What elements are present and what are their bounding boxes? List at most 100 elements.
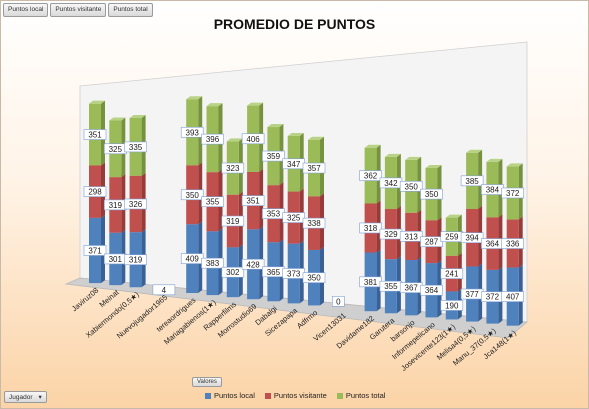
svg-text:383: 383 — [206, 259, 220, 268]
data-label: 350 — [420, 188, 443, 200]
data-label: 385 — [460, 175, 484, 187]
svg-text:325: 325 — [109, 145, 123, 154]
data-label: 0 — [331, 296, 345, 307]
data-label: 325 — [282, 212, 306, 223]
data-label: 396 — [201, 133, 224, 145]
bar-stack: 371 298 351 — [83, 100, 107, 284]
data-label: 313 — [399, 231, 423, 242]
svg-text:318: 318 — [364, 224, 378, 233]
bar-top — [405, 156, 422, 160]
bar-top — [226, 138, 243, 142]
legend-swatch-local — [205, 392, 211, 399]
bar-top — [384, 153, 401, 157]
svg-text:407: 407 — [506, 293, 520, 302]
svg-text:355: 355 — [384, 282, 398, 291]
data-label: 372 — [501, 187, 525, 199]
svg-text:381: 381 — [364, 278, 378, 287]
bar-top — [425, 164, 442, 168]
bar-stack: 190 241 259 — [440, 214, 464, 320]
bar-top — [186, 96, 203, 100]
svg-text:351: 351 — [88, 131, 102, 140]
data-label: 407 — [501, 291, 525, 302]
svg-text:190: 190 — [445, 301, 459, 310]
legend-label-visitante: Puntos visitante — [273, 391, 327, 400]
x-tick-label: Javiruz08 — [70, 286, 100, 314]
svg-text:326: 326 — [129, 200, 143, 209]
data-label: 371 — [83, 245, 107, 256]
legend: Puntos local Puntos visitante Puntos tot… — [205, 391, 385, 400]
data-label: 383 — [201, 257, 224, 269]
data-label: 393 — [180, 126, 204, 138]
data-label: 367 — [399, 282, 423, 293]
data-label: 336 — [501, 238, 525, 249]
svg-text:325: 325 — [287, 214, 301, 223]
field-button-puntos-local[interactable]: Puntos local — [3, 3, 49, 17]
bar-top — [109, 117, 126, 121]
field-button-puntos-total[interactable]: Puntos total — [108, 3, 153, 17]
data-label: 302 — [221, 266, 245, 278]
data-label: 287 — [420, 236, 443, 247]
data-label: 355 — [379, 280, 403, 292]
svg-text:396: 396 — [206, 135, 220, 144]
svg-text:409: 409 — [186, 255, 200, 264]
svg-text:259: 259 — [445, 233, 459, 242]
data-label: 259 — [440, 231, 464, 243]
legend-label-local: Puntos local — [214, 391, 255, 400]
svg-text:355: 355 — [206, 198, 220, 207]
bar-stack: 4 — [152, 284, 176, 296]
svg-text:359: 359 — [267, 152, 281, 161]
legend-item-local: Puntos local — [205, 391, 255, 400]
svg-text:319: 319 — [109, 201, 123, 210]
svg-text:350: 350 — [307, 274, 321, 283]
svg-text:365: 365 — [267, 268, 281, 277]
svg-text:287: 287 — [425, 238, 439, 247]
svg-text:384: 384 — [486, 186, 500, 195]
data-label: 4 — [152, 284, 176, 296]
svg-text:342: 342 — [384, 179, 398, 188]
svg-text:372: 372 — [486, 293, 500, 302]
legend-item-visitante: Puntos visitante — [264, 391, 327, 400]
data-label: 362 — [359, 170, 382, 181]
svg-text:377: 377 — [465, 290, 479, 299]
svg-text:367: 367 — [405, 284, 419, 293]
data-label: 326 — [124, 198, 147, 210]
bar-stack: 373 325 347 — [282, 132, 306, 304]
data-label: 394 — [460, 232, 484, 244]
pivot-field-buttons: Puntos local Puntos visitante Puntos tot… — [3, 3, 153, 17]
legend-label-total: Puntos total — [345, 391, 386, 400]
data-label: 318 — [359, 222, 382, 234]
data-label: 335 — [124, 141, 147, 153]
svg-text:350: 350 — [425, 190, 439, 199]
data-label: 241 — [440, 268, 464, 279]
data-label: 355 — [201, 196, 224, 207]
legend-swatch-total — [336, 392, 343, 399]
data-label: 351 — [83, 129, 107, 140]
data-label: 342 — [379, 177, 403, 189]
data-label: 350 — [302, 272, 326, 283]
svg-text:393: 393 — [186, 128, 200, 137]
svg-text:336: 336 — [506, 240, 520, 249]
bar-top — [466, 149, 483, 153]
data-label: 373 — [282, 268, 306, 279]
legend-swatch-visitante — [264, 392, 271, 399]
bar-stack: 372 364 384 — [481, 158, 504, 324]
chart-title: PROMEDIO DE PUNTOS — [213, 16, 376, 32]
bar-top — [247, 102, 264, 106]
field-button-puntos-visitante[interactable]: Puntos visitante — [50, 3, 107, 17]
data-label: 357 — [302, 162, 326, 174]
data-label: 347 — [282, 158, 306, 170]
bar-top — [308, 136, 324, 140]
values-field-button[interactable]: Valores — [192, 377, 222, 387]
svg-text:338: 338 — [307, 219, 321, 228]
bar-top — [486, 158, 503, 162]
bar-stack: 302 319 323 — [221, 138, 245, 298]
bar-top — [506, 163, 523, 167]
bar-top — [267, 124, 284, 128]
data-label: 353 — [262, 208, 285, 219]
bar-stack: 301 319 325 — [104, 117, 127, 286]
svg-text:319: 319 — [129, 256, 143, 265]
data-label: 301 — [104, 253, 127, 265]
svg-text:335: 335 — [129, 143, 143, 152]
jugador-filter-button[interactable]: Jugador ▾ — [4, 391, 47, 403]
